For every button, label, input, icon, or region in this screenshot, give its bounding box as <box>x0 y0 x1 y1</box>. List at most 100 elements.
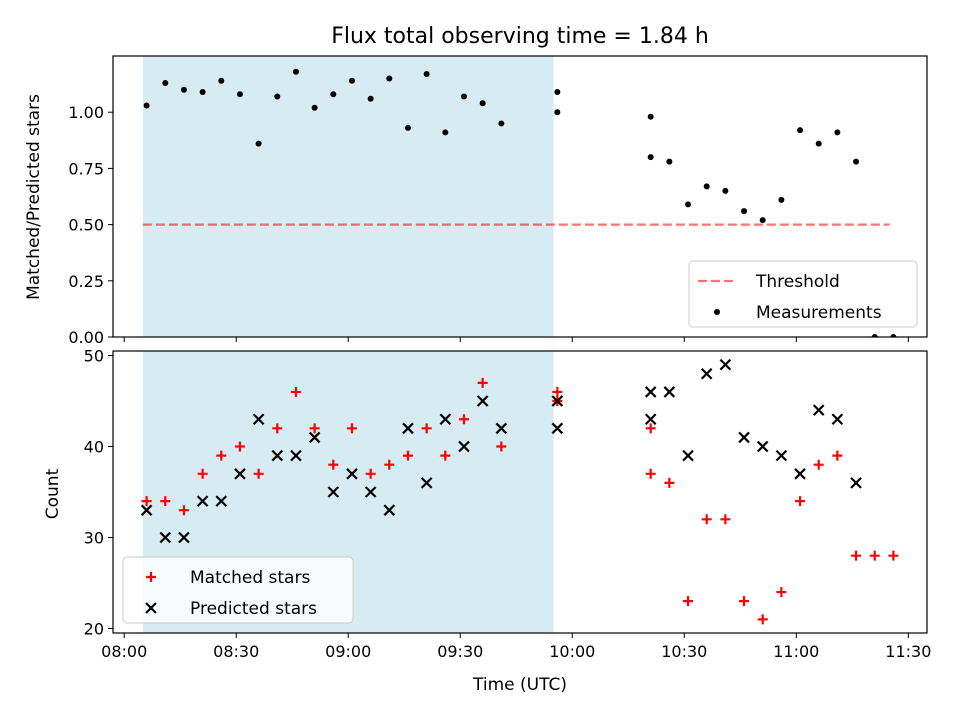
predicted-stars-point <box>794 468 806 480</box>
x-tick-label: 10:30 <box>661 642 707 661</box>
predicted-stars-point <box>271 449 284 462</box>
predicted-stars-point <box>252 413 265 426</box>
top-legend: Threshold Measurements <box>688 260 918 328</box>
bottom-y-tick-label: 20 <box>84 619 104 638</box>
matched-stars-point <box>402 450 413 461</box>
predicted-stars-point <box>458 440 470 453</box>
matched-stars-point <box>197 468 208 479</box>
measurements-point <box>292 68 299 75</box>
measurements-point <box>218 77 225 84</box>
measurements-point <box>274 93 281 100</box>
matched-stars-point <box>795 496 806 507</box>
top-panel: 0.00 0.25 0.50 0.75 1.00 Threshold Measurement… <box>68 55 928 347</box>
measurements-point <box>386 75 393 82</box>
legend-predicted-stars-swatch <box>145 602 157 614</box>
predicted-stars-point <box>812 404 825 416</box>
matched-stars-point <box>683 596 694 607</box>
predicted-stars-point <box>364 486 377 498</box>
predicted-stars-point <box>663 386 676 398</box>
matched-stars-point <box>645 468 656 479</box>
measurements-point <box>180 86 187 93</box>
matched-stars-point <box>272 423 283 434</box>
matched-stars-point <box>757 614 768 625</box>
matched-stars-series <box>141 377 899 625</box>
matched-stars-point <box>365 468 376 479</box>
predicted-stars-point <box>234 468 246 480</box>
measurements-point <box>367 95 374 102</box>
x-tick-label: 08:30 <box>213 642 259 661</box>
predicted-stars-point <box>775 449 788 462</box>
x-axis-label: Time (UTC) <box>472 675 567 695</box>
bottom-legend-box <box>122 556 354 624</box>
x-tick-label: 10:00 <box>549 642 595 661</box>
matched-stars-point <box>141 496 152 507</box>
measurements-point <box>404 124 411 131</box>
bottom-y-tick-label: 40 <box>84 438 104 457</box>
measurements-point <box>759 217 766 224</box>
measurements-point <box>236 91 243 98</box>
measurements-point <box>741 208 748 215</box>
top-plot-area <box>142 68 897 337</box>
predicted-stars-point <box>719 358 732 371</box>
legend-measurements-label: Measurements <box>756 303 882 323</box>
predicted-stars-point <box>290 449 302 462</box>
matched-stars-point <box>346 423 357 434</box>
legend-matched-stars-label: Matched stars <box>190 568 310 588</box>
matched-stars-point <box>178 505 189 516</box>
top-y-tick-label: 0.25 <box>68 272 104 291</box>
predicted-stars-point <box>439 413 452 426</box>
top-y-tick-label: 1.00 <box>68 103 104 122</box>
predicted-stars-point <box>178 531 190 544</box>
measurements-series <box>143 68 897 337</box>
measurements-point <box>890 334 897 337</box>
matched-stars-point <box>851 550 862 561</box>
predicted-stars-point <box>831 413 844 426</box>
top-y-axis-label: Matched/Predicted stars <box>24 94 44 300</box>
chart-title: Flux total observing time = 1.84 h <box>331 24 709 49</box>
measurements-point <box>162 79 169 86</box>
top-y-tick-label: 0.75 <box>68 159 104 178</box>
matched-stars-point <box>720 514 731 525</box>
matched-stars-point <box>458 414 469 425</box>
predicted-stars-point <box>420 477 433 489</box>
predicted-stars-point <box>327 486 340 498</box>
matched-stars-point <box>290 386 301 397</box>
matched-stars-point <box>309 423 320 434</box>
predicted-stars-point <box>476 395 489 407</box>
measurements-point <box>778 196 785 203</box>
measurements-point <box>554 109 561 116</box>
matched-stars-point <box>328 459 339 470</box>
x-tick-label: 08:00 <box>101 642 147 661</box>
measurements-point <box>479 100 486 107</box>
bottom-legend: Matched stars Predicted stars <box>122 556 354 624</box>
matched-stars-point <box>496 441 507 452</box>
measurements-point <box>255 140 262 147</box>
predicted-stars-point <box>140 504 153 516</box>
measurements-point <box>199 88 206 95</box>
measurements-point <box>685 201 692 208</box>
legend-threshold-label: Threshold <box>755 272 840 292</box>
measurements-point <box>722 187 729 194</box>
measurements-point <box>815 140 822 147</box>
measurements-point <box>853 158 860 165</box>
predicted-stars-point <box>738 431 750 444</box>
legend-matched-stars-swatch <box>146 572 156 582</box>
matched-stars-point <box>253 468 264 479</box>
measurements-point <box>647 154 654 161</box>
predicted-stars-point <box>700 367 713 380</box>
bottom-axes-frame <box>112 350 928 634</box>
legend-predicted-stars-label: Predicted stars <box>190 599 317 619</box>
top-axes-frame <box>112 55 928 338</box>
measurements-point <box>348 77 355 84</box>
measurements-point <box>554 88 561 95</box>
bottom-y-tick-label: 30 <box>84 528 104 547</box>
predicted-stars-series <box>140 358 862 544</box>
predicted-stars-point <box>215 495 228 507</box>
matched-stars-point <box>384 459 395 470</box>
matched-stars-point <box>869 550 880 561</box>
predicted-stars-point <box>159 531 172 544</box>
measurements-point <box>666 158 673 165</box>
x-tick-label: 09:00 <box>325 642 371 661</box>
predicted-stars-point <box>756 440 769 453</box>
top-y-tick-label: 0.50 <box>68 216 104 235</box>
